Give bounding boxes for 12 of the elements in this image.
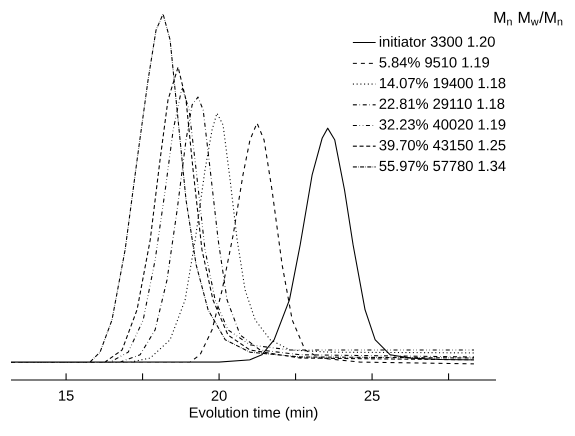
- legend-label: initiator 3300 1.20: [380, 36, 495, 47]
- x-tick-label: 15: [59, 390, 74, 401]
- x-tick-label: 20: [212, 390, 227, 401]
- legend-label: 32.23% 40020 1.19: [379, 119, 506, 130]
- x-axis-title: Evolution time (min): [190, 406, 318, 421]
- legend-label: 55.97% 57780 1.34: [379, 160, 506, 172]
- legend-label: 14.07% 19400 1.18: [380, 78, 506, 88]
- legend-label: 5.84% 9510 1.19: [379, 57, 490, 68]
- legend-label: 22.81% 29110 1.18: [380, 98, 504, 109]
- x-tick-label: 25: [364, 390, 380, 401]
- legend-label: 39.70% 43150 1.25: [379, 140, 506, 150]
- legend-title: M$_{n}$ M$_{w}$/M$_{n}$: [494, 11, 562, 26]
